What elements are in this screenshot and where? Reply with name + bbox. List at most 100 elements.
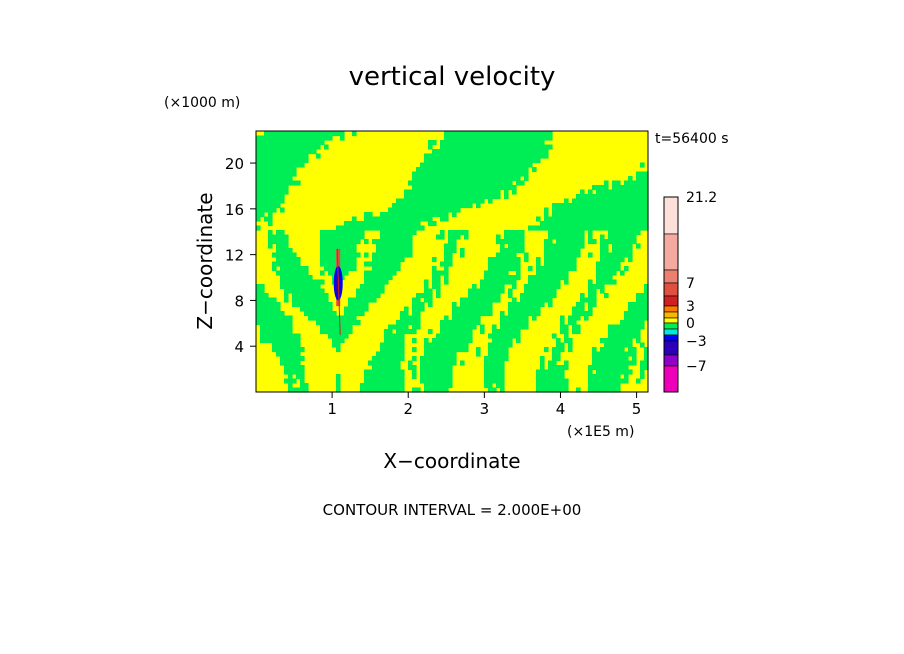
field-cell	[412, 185, 417, 191]
field-cell	[604, 261, 609, 267]
field-cell	[364, 302, 369, 308]
field-cell	[380, 369, 385, 375]
field-cell	[436, 153, 441, 159]
field-cell	[340, 243, 345, 249]
field-cell	[284, 338, 289, 344]
field-cell	[608, 374, 613, 380]
field-cell	[444, 257, 449, 263]
field-cell	[608, 329, 613, 335]
field-cell	[540, 131, 545, 137]
field-cell	[488, 356, 493, 362]
field-cell	[604, 248, 609, 254]
field-cell	[452, 306, 457, 312]
field-cell	[432, 365, 437, 371]
field-cell	[280, 149, 285, 155]
field-cell	[548, 383, 553, 389]
field-cell	[360, 387, 365, 393]
field-cell	[608, 387, 613, 393]
field-cell	[488, 275, 493, 281]
field-cell	[444, 212, 449, 218]
field-cell	[424, 162, 429, 168]
core-trail	[336, 248, 341, 335]
field-cell	[348, 252, 353, 258]
field-cell	[484, 297, 489, 303]
field-cell	[480, 158, 485, 164]
field-cell	[320, 230, 325, 236]
field-cell	[488, 198, 493, 204]
field-cell	[544, 275, 549, 281]
field-cell	[324, 252, 329, 258]
field-cell	[536, 311, 541, 317]
field-cell	[408, 207, 413, 213]
colorbar-swatch	[663, 282, 679, 297]
field-cell	[548, 248, 553, 254]
field-cell	[288, 378, 293, 384]
field-cell	[524, 315, 529, 321]
field-cell	[456, 315, 461, 321]
field-cell	[408, 252, 413, 258]
field-cell	[484, 279, 489, 285]
field-cell	[644, 360, 649, 366]
field-cell	[296, 275, 301, 281]
field-cell	[276, 347, 281, 353]
field-cell	[500, 387, 505, 393]
field-cell	[288, 347, 293, 353]
field-cell	[504, 261, 509, 267]
field-cell	[420, 185, 425, 191]
field-cell	[612, 338, 617, 344]
field-cell	[568, 315, 573, 321]
field-cell	[404, 243, 409, 249]
field-cell	[364, 252, 369, 258]
field-cell	[552, 221, 557, 227]
field-cell	[556, 378, 561, 384]
field-cell	[360, 311, 365, 317]
field-cell	[472, 302, 477, 308]
field-cell	[284, 158, 289, 164]
field-cell	[268, 329, 273, 335]
field-cell	[436, 284, 441, 290]
field-cell	[272, 347, 277, 353]
field-cell	[452, 158, 457, 164]
field-cell	[500, 266, 505, 272]
field-cell	[272, 333, 277, 339]
field-cell	[612, 216, 617, 222]
field-cell	[636, 315, 641, 321]
field-cell	[524, 167, 529, 173]
field-cell	[544, 216, 549, 222]
field-cell	[556, 387, 561, 393]
field-cell	[384, 342, 389, 348]
field-cell	[568, 342, 573, 348]
field-cell	[300, 135, 305, 141]
field-cell	[472, 149, 477, 155]
field-cell	[428, 185, 433, 191]
field-cell	[268, 212, 273, 218]
field-cell	[480, 135, 485, 141]
field-cell	[616, 189, 621, 195]
field-cell	[348, 315, 353, 321]
field-cell	[304, 158, 309, 164]
field-cell	[280, 257, 285, 263]
field-cell	[516, 167, 521, 173]
field-cell	[520, 248, 525, 254]
field-cell	[372, 356, 377, 362]
field-cell	[416, 216, 421, 222]
field-cell	[632, 333, 637, 339]
field-cell	[588, 207, 593, 213]
field-cell	[384, 365, 389, 371]
field-cell	[324, 297, 329, 303]
field-cell	[468, 171, 473, 177]
field-cell	[340, 234, 345, 240]
field-cell	[508, 279, 513, 285]
field-cell	[268, 194, 273, 200]
field-cell	[324, 257, 329, 263]
field-cell	[596, 194, 601, 200]
field-cell	[600, 275, 605, 281]
field-cell	[424, 212, 429, 218]
field-cell	[392, 270, 397, 276]
field-cell	[600, 257, 605, 263]
field-cell	[504, 266, 509, 272]
field-cell	[412, 311, 417, 317]
field-cell	[604, 225, 609, 231]
field-cell	[456, 207, 461, 213]
field-cell	[452, 198, 457, 204]
